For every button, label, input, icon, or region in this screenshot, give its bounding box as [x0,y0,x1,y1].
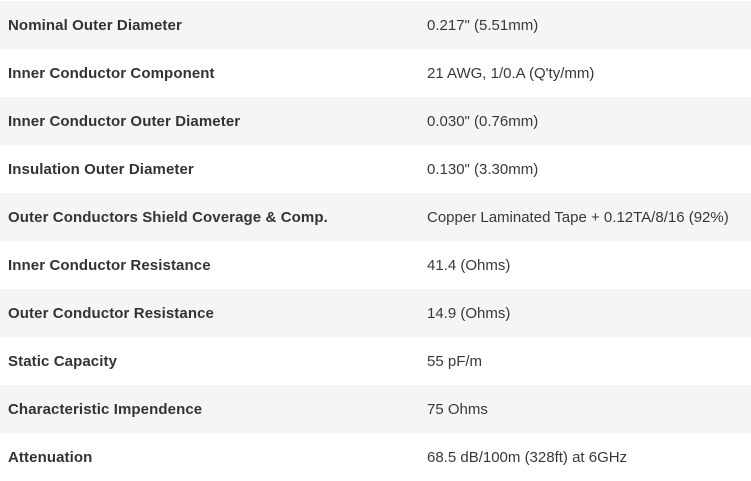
spec-label: Insulation Outer Diameter [8,160,194,178]
spec-label: Outer Conductor Resistance [8,304,214,322]
spec-value: Copper Laminated Tape + 0.12TA/8/16 (92%… [427,208,729,226]
spec-value: 0.030" (0.76mm) [427,112,539,130]
spec-label: Nominal Outer Diameter [8,16,182,34]
spec-label: Attenuation [8,448,93,466]
table-row: Characteristic Impendence 75 Ohms [0,385,751,433]
spec-label: Static Capacity [8,352,118,370]
spec-label: Inner Conductor Resistance [8,256,211,274]
spec-label: Characteristic Impendence [8,400,203,418]
table-row: Attenuation 68.5 dB/100m (328ft) at 6GHz [0,433,751,481]
spec-value: 14.9 (Ohms) [427,304,511,322]
table-row: Outer Conductor Resistance 14.9 (Ohms) [0,289,751,337]
table-row: Inner Conductor Resistance 41.4 (Ohms) [0,241,751,289]
spec-value: 0.130" (3.30mm) [427,160,539,178]
table-row: Outer Conductors Shield Coverage & Comp.… [0,193,751,241]
spec-value: 75 Ohms [427,400,488,418]
spec-value: 0.217" (5.51mm) [427,16,539,34]
table-row: Inner Conductor Component 21 AWG, 1/0.A … [0,49,751,97]
spec-label: Inner Conductor Outer Diameter [8,112,241,130]
spec-value: 55 pF/m [427,352,483,370]
spec-value: 21 AWG, 1/0.A (Q'ty/mm) [427,64,595,82]
table-row: Insulation Outer Diameter 0.130" (3.30mm… [0,145,751,193]
table-row: Inner Conductor Outer Diameter 0.030" (0… [0,97,751,145]
spec-value: 68.5 dB/100m (328ft) at 6GHz [427,448,628,466]
table-row: Nominal Outer Diameter 0.217" (5.51mm) [0,1,751,49]
spec-label: Inner Conductor Component [8,64,215,82]
spec-value: 41.4 (Ohms) [427,256,511,274]
spec-label: Outer Conductors Shield Coverage & Comp. [8,208,328,226]
table-row: Static Capacity 55 pF/m [0,337,751,385]
